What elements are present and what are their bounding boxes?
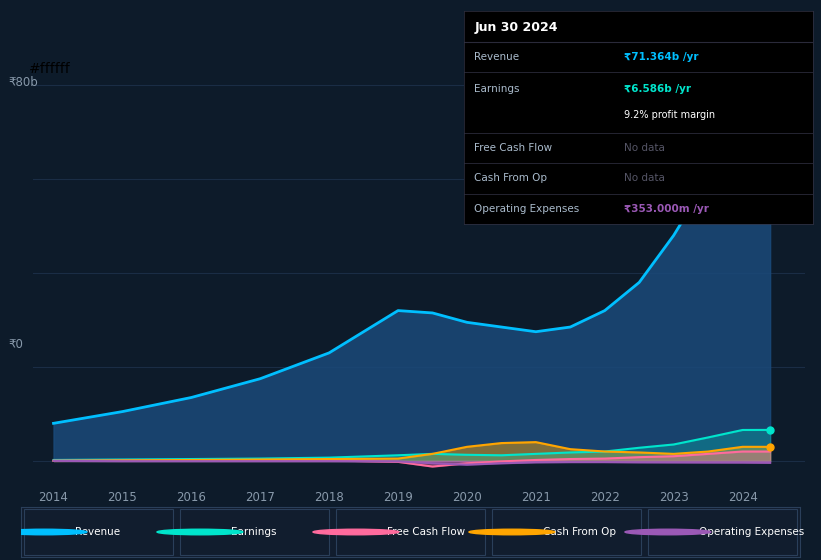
Text: ₹0: ₹0 (8, 338, 23, 351)
Text: Operating Expenses: Operating Expenses (475, 204, 580, 214)
Text: Free Cash Flow: Free Cash Flow (475, 143, 553, 153)
Text: No data: No data (624, 174, 665, 184)
Text: Cash From Op: Cash From Op (544, 527, 616, 537)
Text: Earnings: Earnings (475, 84, 520, 94)
Text: Revenue: Revenue (76, 527, 120, 537)
Text: #ffffff: #ffffff (29, 62, 71, 76)
Text: Free Cash Flow: Free Cash Flow (388, 527, 466, 537)
Text: Operating Expenses: Operating Expenses (699, 527, 805, 537)
Text: 9.2% profit margin: 9.2% profit margin (624, 110, 715, 120)
Text: No data: No data (624, 143, 665, 153)
Text: Earnings: Earnings (232, 527, 277, 537)
Circle shape (469, 529, 555, 535)
Circle shape (157, 529, 243, 535)
Text: Jun 30 2024: Jun 30 2024 (475, 21, 557, 34)
Text: ₹6.586b /yr: ₹6.586b /yr (624, 84, 691, 94)
Text: ₹353.000m /yr: ₹353.000m /yr (624, 204, 709, 214)
Circle shape (313, 529, 399, 535)
Text: ₹80b: ₹80b (8, 76, 38, 88)
Circle shape (625, 529, 711, 535)
Text: ₹71.364b /yr: ₹71.364b /yr (624, 52, 699, 62)
Text: Revenue: Revenue (475, 52, 520, 62)
Circle shape (1, 529, 87, 535)
Text: Cash From Op: Cash From Op (475, 174, 548, 184)
